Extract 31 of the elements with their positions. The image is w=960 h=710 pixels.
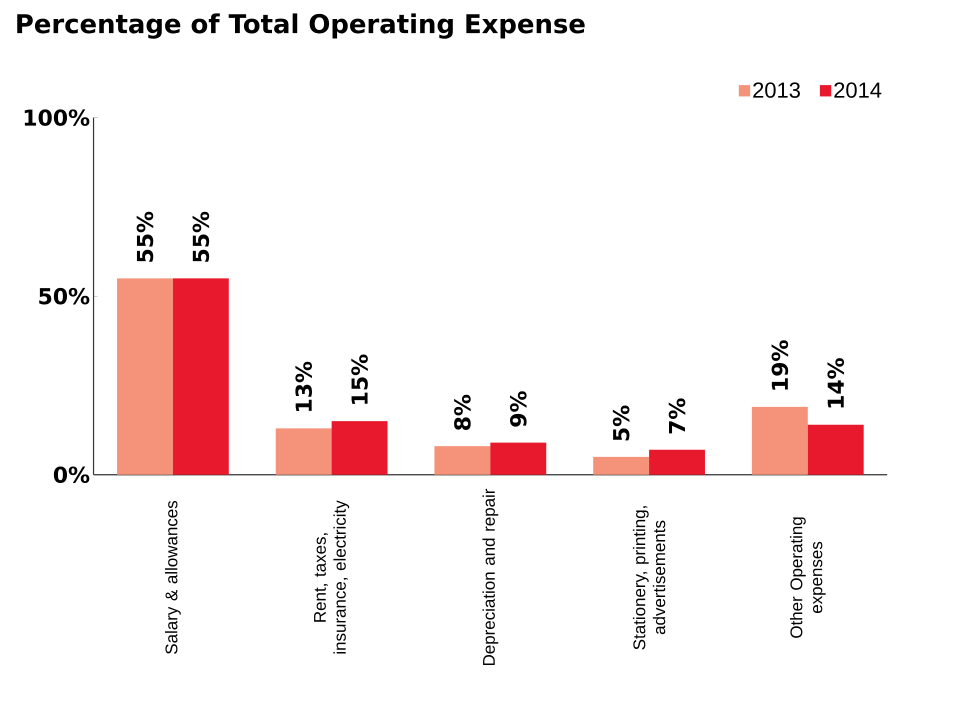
x-tick-label: Depreciation and repair [482, 488, 498, 666]
bar [172, 278, 229, 475]
bar [752, 406, 808, 475]
data-label: 55% [192, 212, 210, 262]
legend-label: 2013 [753, 82, 800, 98]
bar [808, 424, 864, 475]
x-tick-label: Stationery, printing, advertisements [632, 506, 666, 650]
y-tick-label: 50% [39, 288, 90, 304]
x-tick-label: Other Operating expenses [790, 517, 826, 638]
legend-label: 2014 [834, 82, 882, 98]
bar [276, 428, 332, 475]
data-label: 13% [295, 362, 312, 411]
bar [593, 456, 650, 475]
data-label: 5% [612, 406, 630, 440]
data-label: 9% [510, 391, 527, 427]
x-tick-label: Salary & allowances [165, 500, 181, 654]
bar [434, 446, 490, 475]
y-tick-label: 0% [54, 466, 90, 484]
bar [649, 450, 705, 475]
y-tick-label: 100% [24, 109, 90, 126]
x-tick-label: Rent, taxes, insurance, electricity [314, 500, 350, 654]
data-label: 8% [454, 394, 471, 430]
bar [490, 442, 546, 475]
chart-title: Percentage of Total Operating Expense [17, 13, 585, 39]
data-label: 55% [136, 212, 154, 262]
data-label: 15% [351, 354, 368, 404]
bar [117, 278, 173, 475]
bar [332, 421, 388, 475]
data-label: 14% [827, 358, 844, 408]
data-label: 7% [668, 398, 686, 434]
data-label: 19% [772, 340, 788, 390]
